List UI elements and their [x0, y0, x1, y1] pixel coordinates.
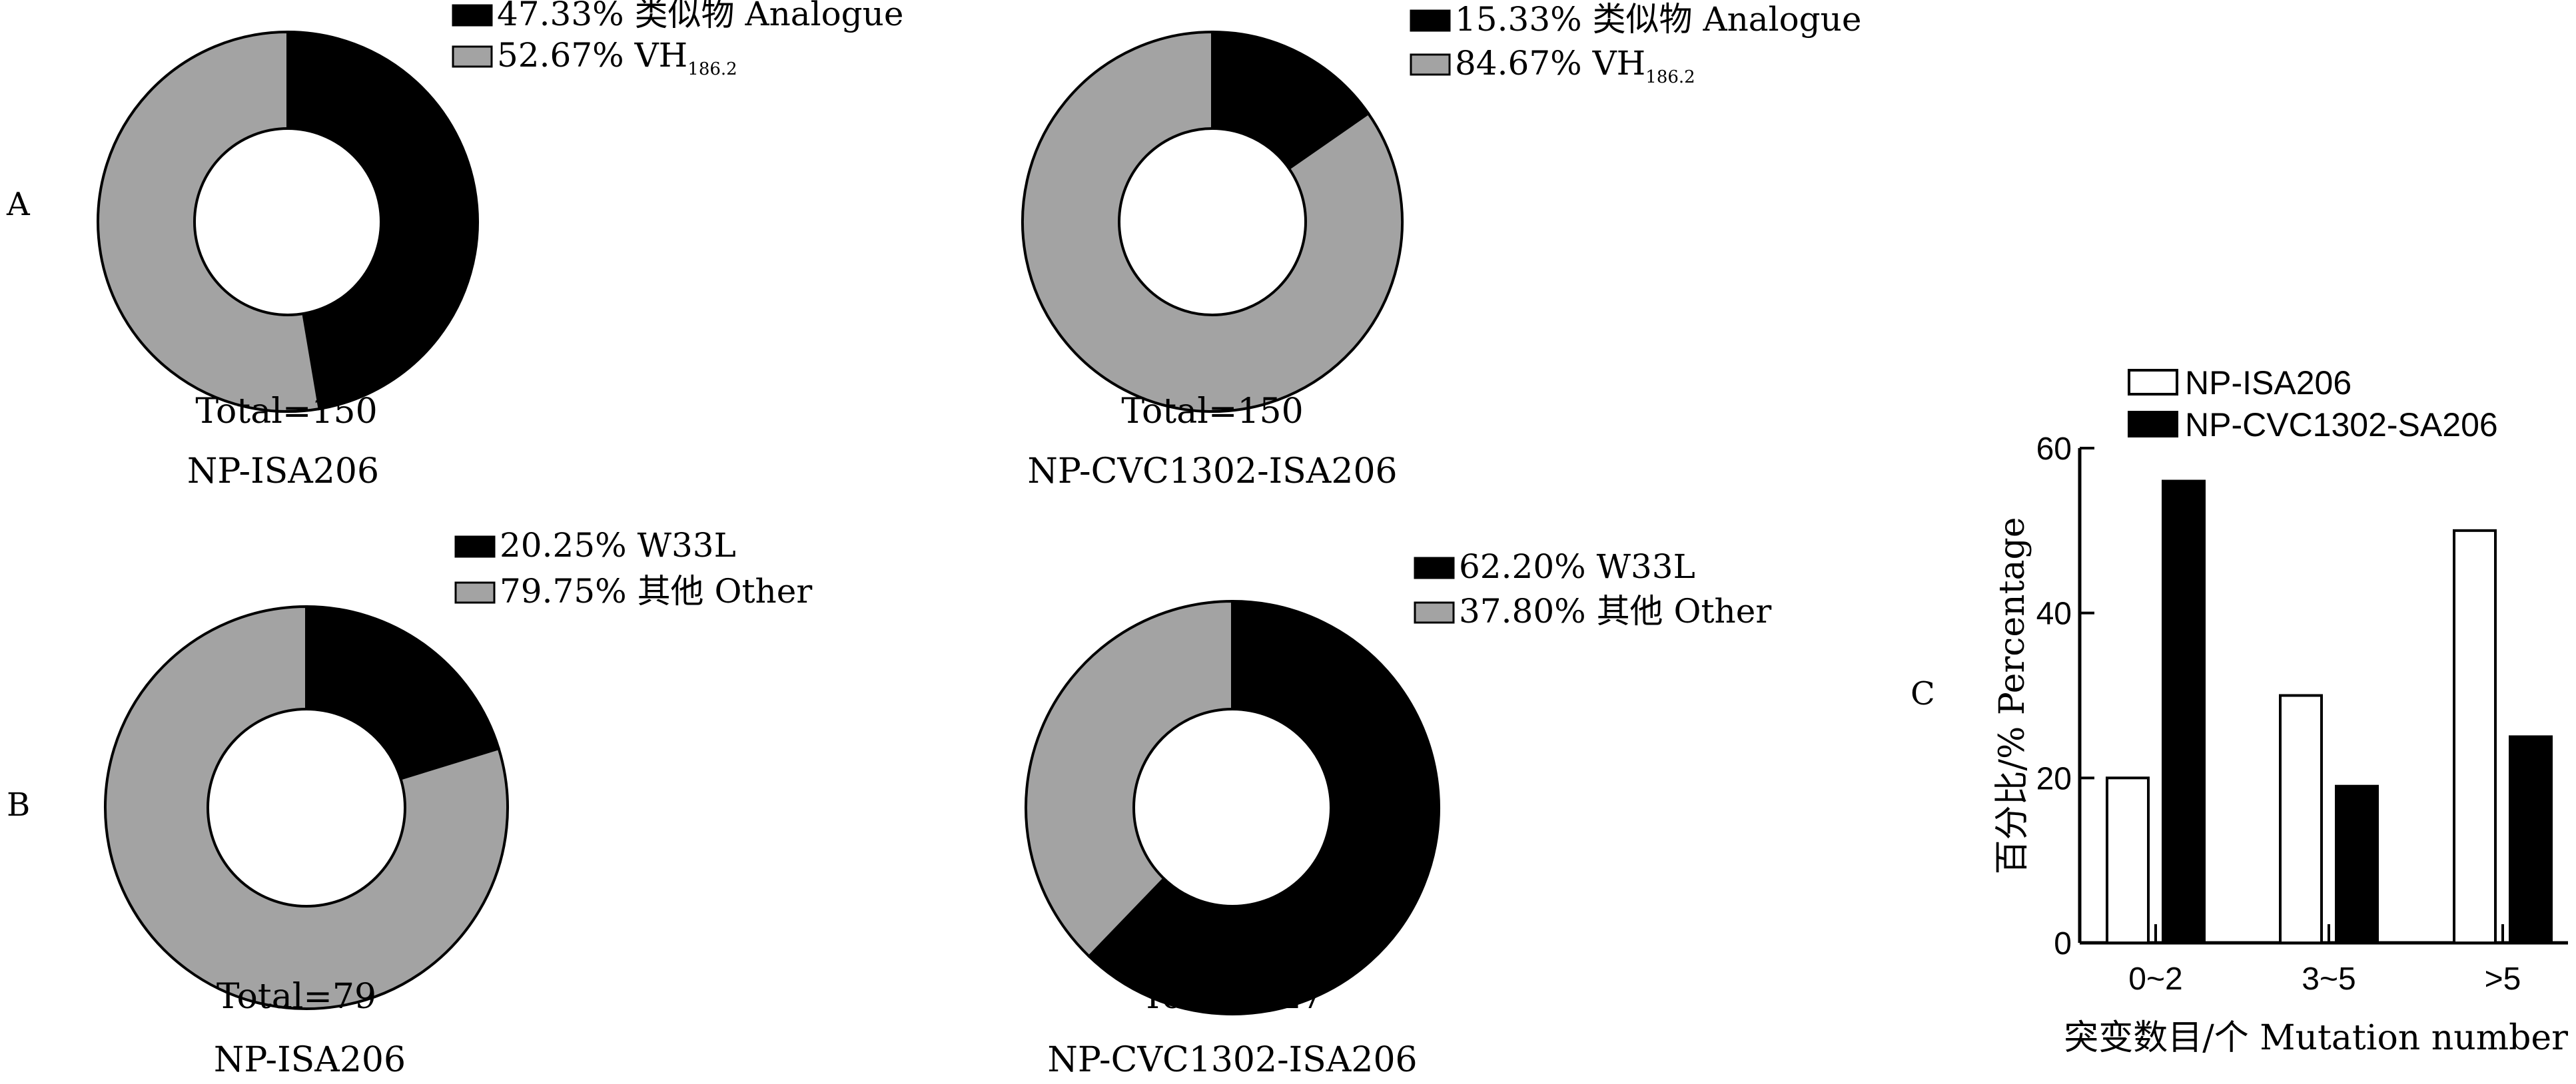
- pie-title: NP-CVC1302-ISA206: [1047, 1040, 1417, 1080]
- legend-label-spacer: [1586, 547, 1597, 586]
- y-tick-label: 20: [2036, 761, 2072, 796]
- legend-label-spacer: [1582, 0, 1593, 39]
- y-tick-label: 40: [2036, 597, 2072, 632]
- legend-label: NP-ISA206: [2185, 364, 2352, 402]
- legend-label: 其他 Other: [1597, 592, 1772, 631]
- legend-entry: 62.20% W33L: [1459, 547, 1695, 586]
- legend-percent: 84.67%: [1455, 44, 1582, 83]
- legend-label: VH: [634, 36, 688, 75]
- pie-total: Total=79: [216, 977, 376, 1017]
- legend-percent: 15.33%: [1455, 0, 1582, 39]
- legend-entry: 79.75% 其他 Other: [500, 572, 812, 611]
- legend-swatch: [452, 4, 493, 27]
- legend-label: W33L: [1597, 547, 1695, 586]
- legend-swatch: [1414, 557, 1455, 579]
- legend-swatch: [2128, 411, 2178, 437]
- legend-percent: 62.20%: [1459, 547, 1586, 586]
- legend-swatch: [454, 581, 496, 604]
- legend-label: 类似物 Analogue: [1593, 0, 1862, 39]
- legend-label-spacer: [627, 572, 638, 611]
- x-tick-label: 0~2: [2128, 961, 2182, 997]
- donut-chart-4: 62.20% W33L 37.80% 其他 Other Total=127 NP-CV…: [1025, 547, 1771, 1080]
- panel-label-b: B: [7, 786, 30, 824]
- bar-np-cvc1302-2: [2335, 784, 2379, 945]
- y-tick-label: 0: [2054, 926, 2072, 961]
- pie-slice: [1025, 599, 1234, 959]
- legend-label: W33L: [638, 526, 736, 565]
- legend-percent: 47.33%: [497, 0, 624, 33]
- legend-entry: 15.33% 类似物 Analogue: [1455, 0, 1861, 39]
- pie-title: NP-CVC1302-ISA206: [1027, 451, 1397, 491]
- pie-slice: [286, 30, 479, 411]
- pie-title: NP-ISA206: [214, 1040, 406, 1080]
- legend-swatch: [1414, 601, 1455, 624]
- x-tick-label: >5: [2485, 961, 2521, 997]
- pie-total: Total=127: [1141, 977, 1323, 1017]
- legend-label-spacer: [1586, 592, 1597, 631]
- donut-chart-3: 20.25% W33L 79.75% 其他 Other Total=79 NP-ISA…: [104, 526, 812, 1080]
- legend-percent: 20.25%: [500, 526, 627, 565]
- bar-chart: 0 20 40 60 0~2 3~5 >5 突变数目/个 Mutation number 百分比…: [1992, 364, 2568, 1058]
- donut-hole: [1118, 127, 1307, 316]
- donut-hole: [1132, 708, 1332, 908]
- bar-np-isa206-2: [2279, 694, 2323, 944]
- bar-np-cvc1302-3: [2509, 735, 2553, 944]
- x-axis-title: 突变数目/个 Mutation number: [2064, 1018, 2568, 1058]
- legend-entry: 37.80% 其他 Other: [1459, 592, 1771, 631]
- legend-label-spacer: [1582, 44, 1593, 83]
- legend-entry: 84.67% VH186.2: [1455, 44, 1695, 87]
- legend-label-spacer: [624, 36, 635, 75]
- legend-label-spacer: [624, 0, 635, 33]
- legend-subscript: 186.2: [687, 59, 737, 79]
- x-tick-label: 3~5: [2302, 961, 2356, 997]
- legend-entry: 47.33% 类似物 Analogue: [497, 0, 903, 33]
- legend-label-spacer: [627, 526, 638, 565]
- panel-label-c: C: [1911, 675, 1935, 712]
- legend-swatch: [2128, 369, 2178, 396]
- legend-label: 其他 Other: [638, 572, 813, 611]
- legend-entry: 52.67% VH186.2: [497, 36, 737, 79]
- legend-subscript: 186.2: [1645, 67, 1695, 87]
- y-axis-title: 百分比/% Percentage: [1992, 517, 2032, 874]
- legend-swatch: [1410, 53, 1451, 76]
- legend-percent: 37.80%: [1459, 592, 1586, 631]
- donut-chart-2: 15.33% 类似物 Analogue 84.67% VH186.2 Total=1…: [1021, 0, 1861, 491]
- legend-swatch: [1410, 9, 1451, 32]
- donut-hole: [207, 708, 406, 908]
- legend-label: 类似物 Analogue: [635, 0, 904, 33]
- legend-percent: 52.67%: [497, 36, 624, 75]
- legend-swatch: [454, 535, 496, 558]
- donut-hole: [193, 127, 382, 316]
- pie-total: Total=150: [1121, 392, 1303, 431]
- legend-entry: 20.25% W33L: [500, 526, 736, 565]
- panel-label-a: A: [6, 186, 31, 223]
- bar-np-cvc1302-1: [2162, 479, 2206, 944]
- legend-label: VH: [1592, 44, 1646, 83]
- bar-np-isa206-1: [2106, 776, 2150, 945]
- legend-swatch: [452, 45, 493, 68]
- pie-total: Total=150: [195, 392, 377, 431]
- bar-np-isa206-3: [2453, 529, 2497, 944]
- y-tick-label: 60: [2036, 431, 2072, 467]
- pie-title: NP-ISA206: [187, 451, 379, 491]
- legend-label: NP-CVC1302-SA206: [2185, 406, 2498, 443]
- legend-percent: 79.75%: [500, 572, 627, 611]
